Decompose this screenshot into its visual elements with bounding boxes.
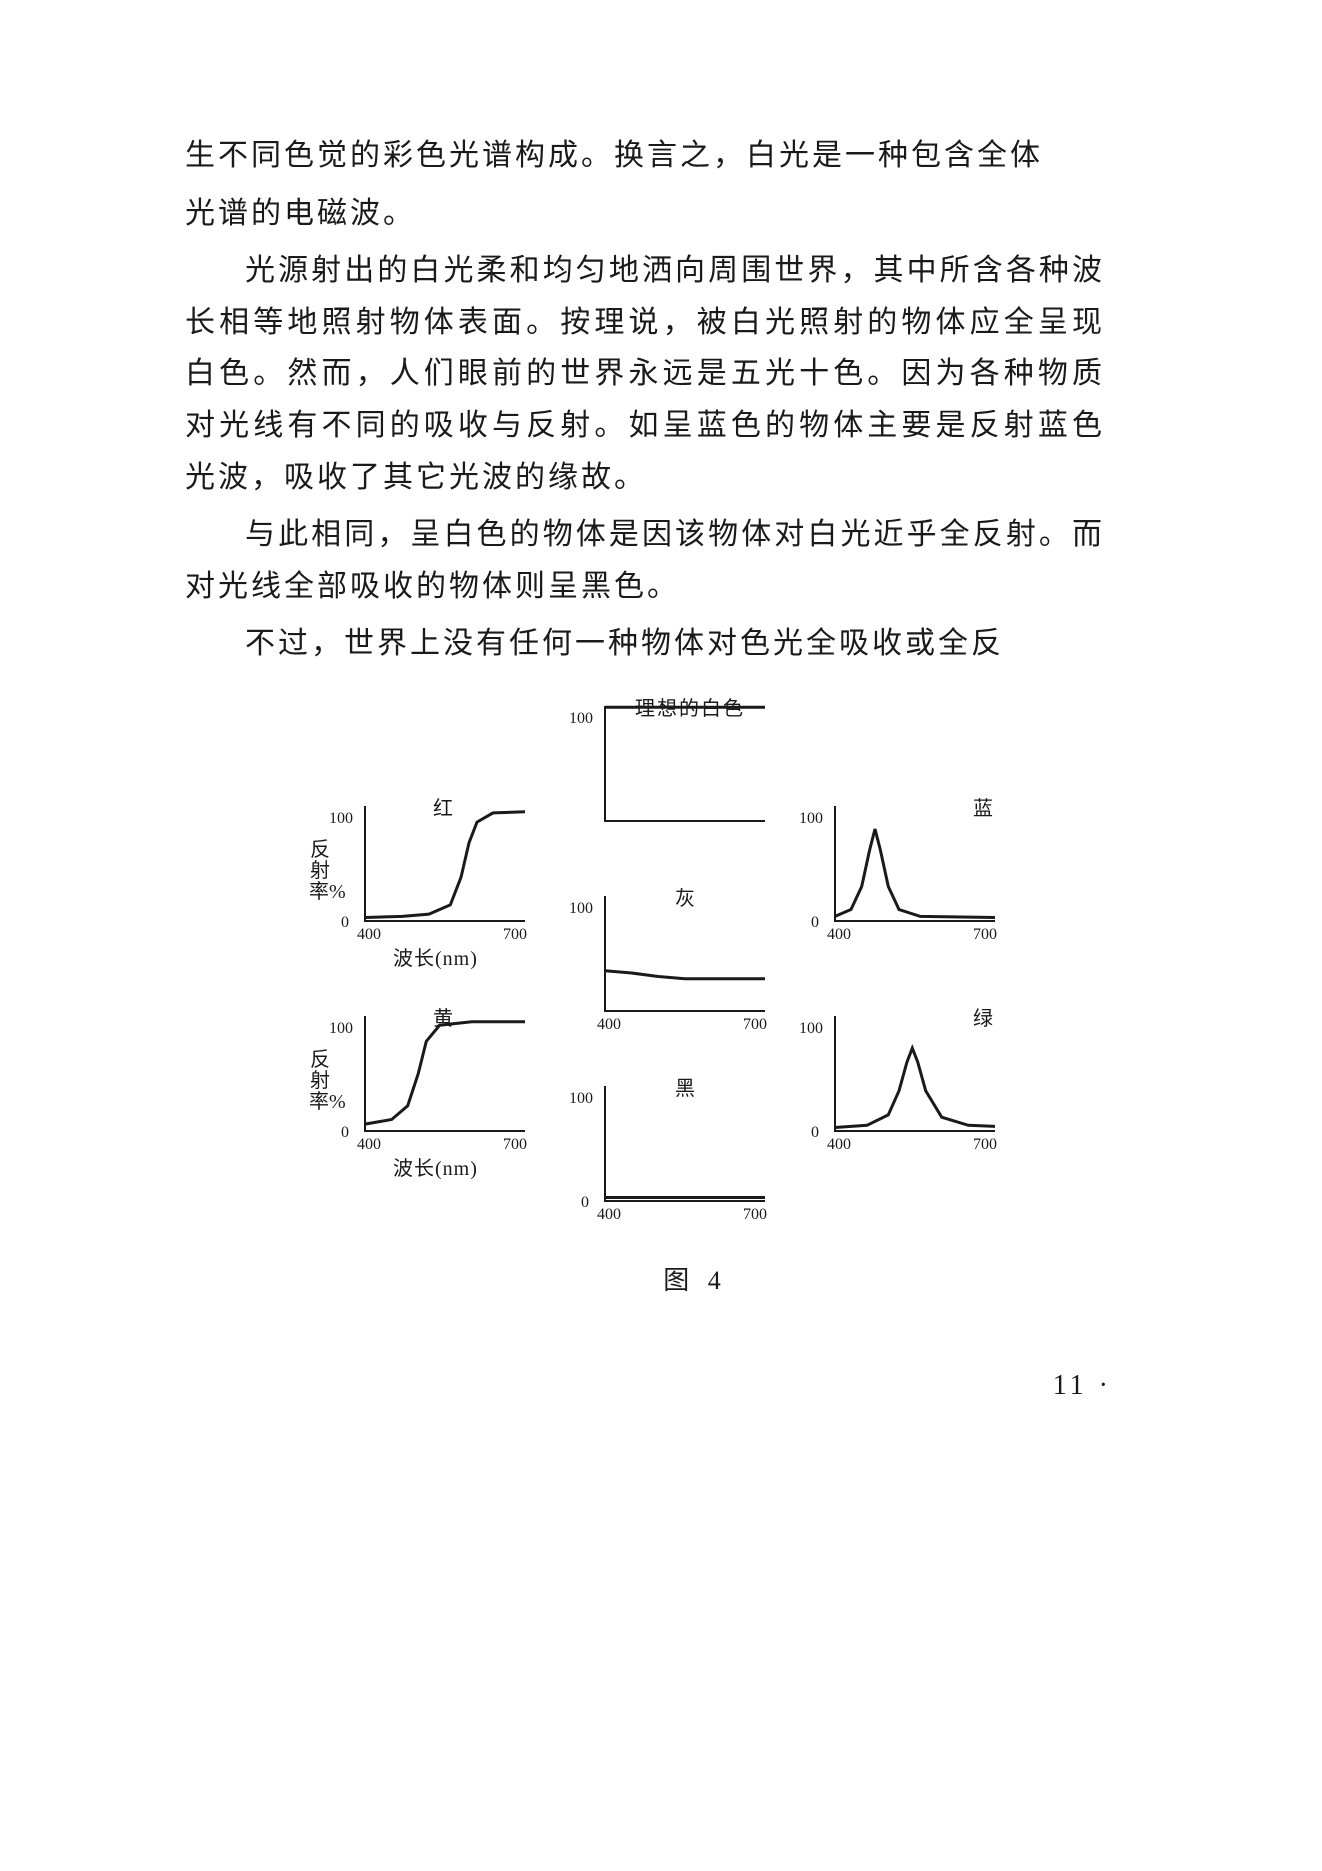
panel-black-y100: 100 (569, 1090, 593, 1108)
panel-white-y100: 100 (569, 710, 593, 728)
panel-white-title: 理想的白色 (635, 692, 745, 721)
para-4: 不过，世界上没有任何一种物体对色光全吸收或全反 (185, 618, 1105, 670)
page-number: 11 · (1053, 1370, 1112, 1402)
panel-white: 理想的白色 100 (595, 696, 775, 836)
panel-black-title: 黑 (675, 1072, 697, 1101)
para-2: 光源射出的白光柔和均匀地洒向周围世界，其中所含各种波长相等地照射物体表面。按理说… (185, 245, 1105, 503)
figure-caption: 图 4 (325, 1260, 1065, 1297)
panel-red-ylabel: 反射率% (309, 840, 331, 903)
panel-red-y100: 100 (329, 810, 353, 828)
panel-green-y100: 100 (799, 1020, 823, 1038)
panel-blue-title: 蓝 (973, 792, 995, 821)
panel-red-x400: 400 (357, 926, 381, 944)
panel-green-x700: 700 (973, 1136, 997, 1154)
panel-yellow-ylabel: 反射率% (309, 1050, 331, 1113)
panel-blue-y0: 0 (811, 914, 819, 932)
panel-red: 红 100 反射率% 0 400 700 波长(nm) (355, 796, 535, 936)
panel-blue-x400: 400 (827, 926, 851, 944)
panel-blue: 蓝 100 0 400 700 (825, 796, 1005, 936)
para-3: 与此相同，呈白色的物体是因该物体对白光近乎全反射。而对光线全部吸收的物体则呈黑色… (185, 509, 1105, 612)
figure-4: 理想的白色 100 红 100 反射率% 0 400 700 波长(nm) 蓝 … (325, 696, 1065, 1526)
page-body: 生不同色觉的彩色光谱构成。换言之，白光是一种包含全体 光谱的电磁波。 光源射出的… (185, 130, 1105, 1526)
panel-black-y0: 0 (581, 1194, 589, 1212)
panel-black-x400: 400 (597, 1206, 621, 1224)
panel-green-y0: 0 (811, 1124, 819, 1142)
para-1-line1: 生不同色觉的彩色光谱构成。换言之，白光是一种包含全体 (185, 130, 1105, 182)
panel-yellow-title: 黄 (433, 1002, 455, 1031)
panel-yellow-y100: 100 (329, 1020, 353, 1038)
panel-yellow-x400: 400 (357, 1136, 381, 1154)
panel-black: 黑 100 0 400 700 (595, 1076, 775, 1216)
panel-gray-x700: 700 (743, 1016, 767, 1034)
panel-red-xlabel: 波长(nm) (393, 942, 478, 971)
panel-yellow: 黄 100 反射率% 0 400 700 波长(nm) (355, 1006, 535, 1146)
panel-green: 绿 100 0 400 700 (825, 1006, 1005, 1146)
panel-yellow-xlabel: 波长(nm) (393, 1152, 478, 1181)
panel-gray-title: 灰 (675, 882, 697, 911)
panel-gray: 灰 100 400 700 (595, 886, 775, 1026)
panel-red-title: 红 (433, 792, 455, 821)
panel-blue-x700: 700 (973, 926, 997, 944)
para-1-line2: 光谱的电磁波。 (185, 188, 1105, 240)
panel-gray-x400: 400 (597, 1016, 621, 1034)
panel-green-title: 绿 (973, 1002, 995, 1031)
panel-red-y0: 0 (341, 914, 349, 932)
panel-gray-y100: 100 (569, 900, 593, 918)
panel-red-x700: 700 (503, 926, 527, 944)
panel-black-x700: 700 (743, 1206, 767, 1224)
panel-green-x400: 400 (827, 1136, 851, 1154)
panel-yellow-y0: 0 (341, 1124, 349, 1142)
panel-yellow-x700: 700 (503, 1136, 527, 1154)
panel-blue-y100: 100 (799, 810, 823, 828)
